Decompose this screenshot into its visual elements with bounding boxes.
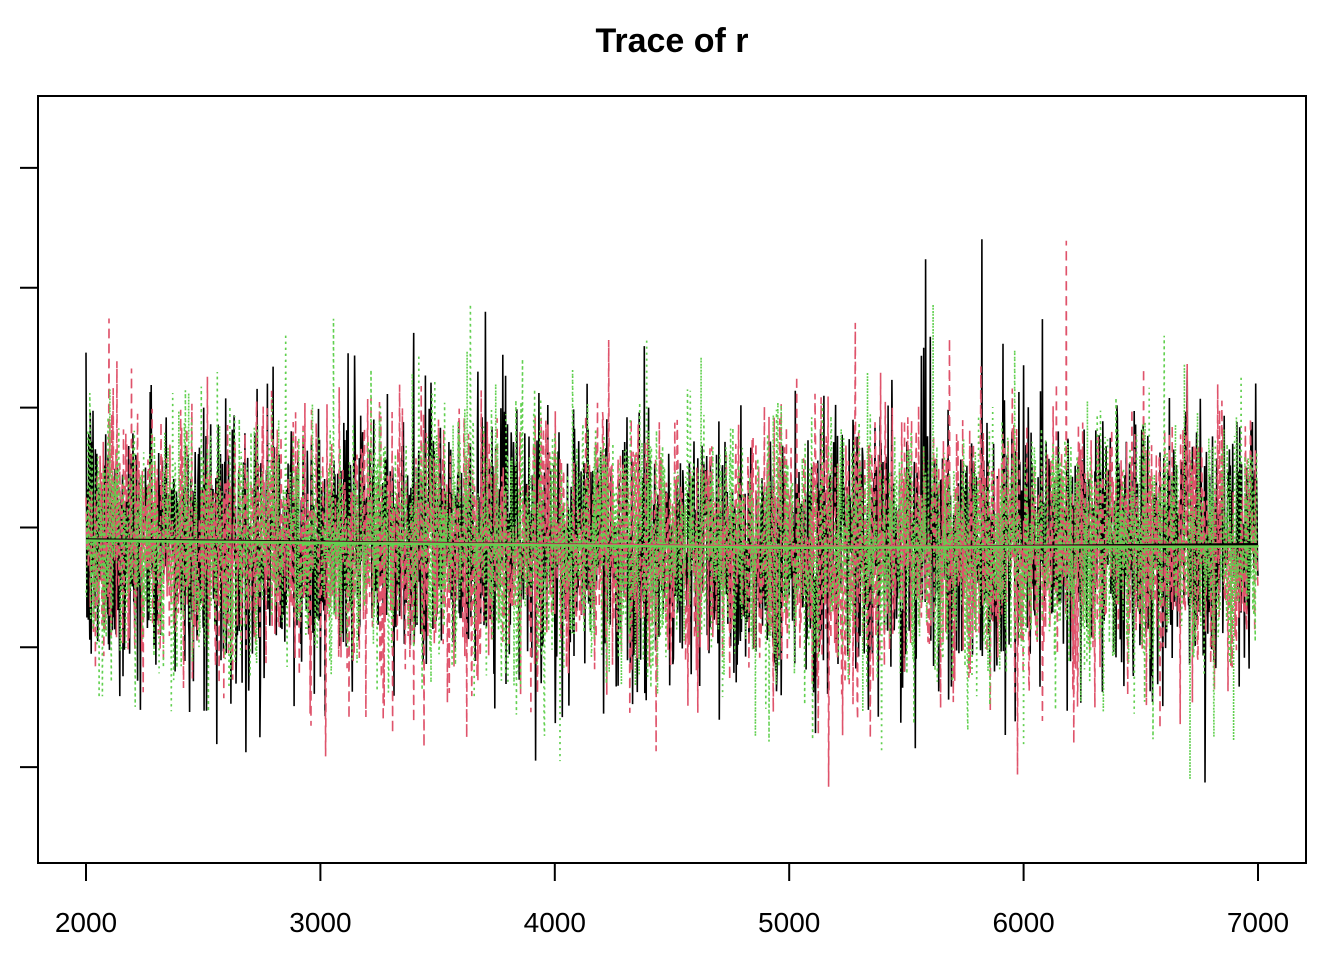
x-tick-label: 4000 <box>524 907 586 938</box>
chart-title: Trace of r <box>595 22 749 60</box>
x-tick-label: 5000 <box>758 907 820 938</box>
axis-layer: 2000 3000 4000 5000 6000 7000 <box>20 166 1289 938</box>
series-layer <box>85 239 1259 787</box>
running-mean-layer <box>85 538 1259 550</box>
running-mean-line-3 <box>85 539 1259 550</box>
x-tick-label: 2000 <box>55 907 117 938</box>
x-tick-label: 7000 <box>1227 907 1289 938</box>
trace-series-3 <box>85 304 1259 780</box>
x-tick-label: 3000 <box>289 907 351 938</box>
x-tick-label: 6000 <box>992 907 1054 938</box>
